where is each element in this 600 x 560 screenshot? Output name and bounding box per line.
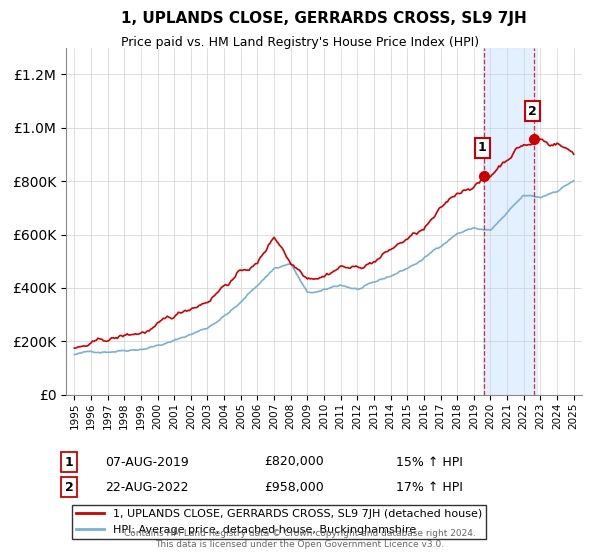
Text: 07-AUG-2019: 07-AUG-2019	[105, 455, 189, 469]
Text: Price paid vs. HM Land Registry's House Price Index (HPI): Price paid vs. HM Land Registry's House …	[121, 36, 479, 49]
Text: 15% ↑ HPI: 15% ↑ HPI	[396, 455, 463, 469]
Text: Contains HM Land Registry data © Crown copyright and database right 2024.
This d: Contains HM Land Registry data © Crown c…	[124, 529, 476, 549]
Text: £820,000: £820,000	[264, 455, 324, 469]
Title: 1, UPLANDS CLOSE, GERRARDS CROSS, SL9 7JH: 1, UPLANDS CLOSE, GERRARDS CROSS, SL9 7J…	[121, 11, 527, 26]
Text: 22-AUG-2022: 22-AUG-2022	[105, 480, 188, 494]
Text: 17% ↑ HPI: 17% ↑ HPI	[396, 480, 463, 494]
Text: £958,000: £958,000	[264, 480, 324, 494]
Text: 1: 1	[478, 142, 487, 155]
Text: 2: 2	[527, 105, 536, 118]
Text: 1: 1	[65, 455, 73, 469]
Text: 2: 2	[65, 480, 73, 494]
Bar	[483, 48, 537, 395]
Legend: 1, UPLANDS CLOSE, GERRARDS CROSS, SL9 7JH (detached house), HPI: Average price, : 1, UPLANDS CLOSE, GERRARDS CROSS, SL9 7J…	[71, 505, 487, 539]
